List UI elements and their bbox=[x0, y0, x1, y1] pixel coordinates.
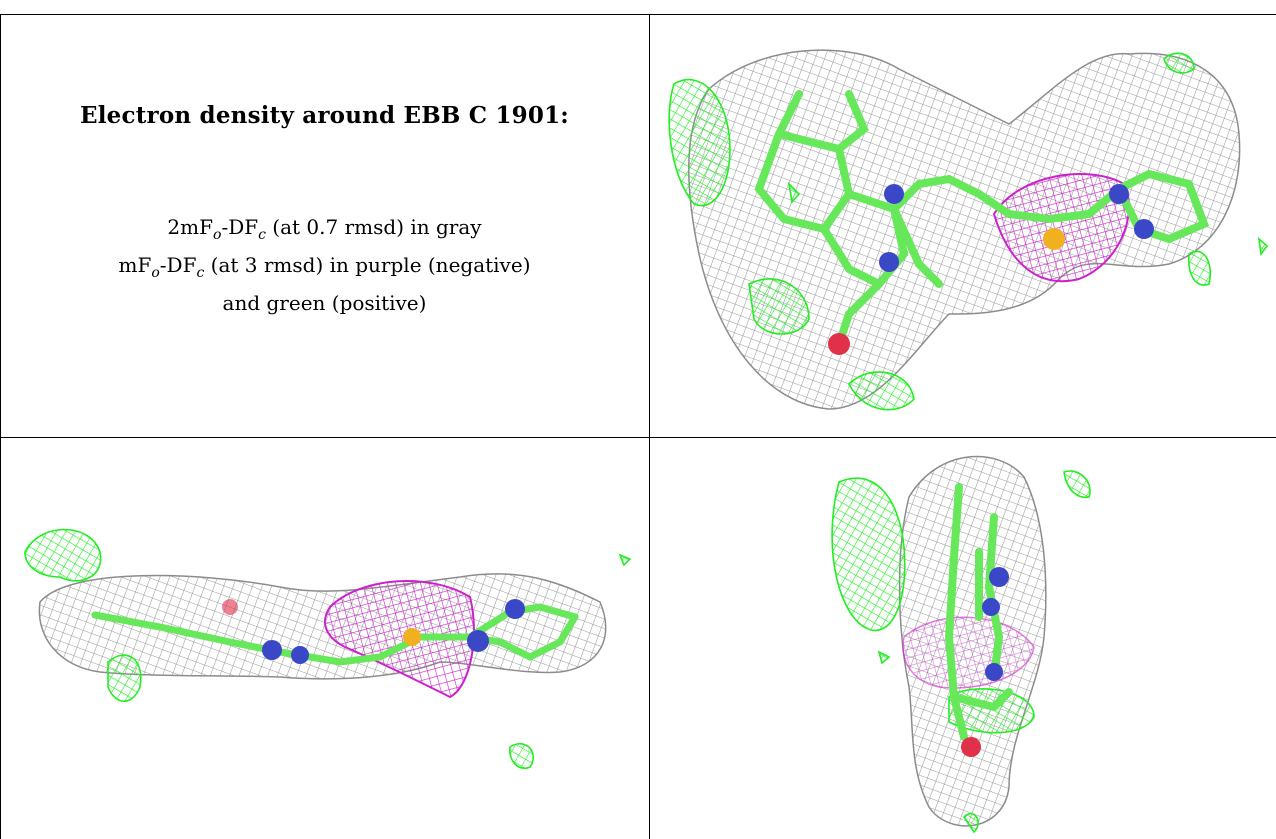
oxygen-atom bbox=[961, 737, 981, 757]
table-border-mid-vertical bbox=[649, 14, 650, 839]
green-density-mesh bbox=[24, 528, 632, 769]
nitrogen-atom bbox=[1109, 184, 1129, 204]
purple-density-mesh bbox=[992, 173, 1130, 283]
nitrogen-atom bbox=[505, 599, 525, 619]
caption-line-1-suffix: (at 0.7 rmsd) in gray bbox=[265, 215, 482, 239]
caption-line-1-prefix: 2mF bbox=[167, 215, 213, 239]
caption-line-2-sub-c: c bbox=[196, 265, 205, 281]
nitrogen-atom bbox=[879, 252, 899, 272]
purple-density-mesh bbox=[324, 580, 475, 699]
sulfur-atom bbox=[1043, 228, 1065, 250]
sulfur-atom bbox=[403, 628, 421, 646]
nitrogen-atom bbox=[884, 184, 904, 204]
caption-line-2-suffix: (at 3 rmsd) in purple (negative) bbox=[204, 253, 531, 277]
green-density-mesh bbox=[668, 52, 1269, 411]
density-panel-top-view bbox=[649, 14, 1276, 437]
density-render-end-view bbox=[831, 455, 1091, 834]
gray-density-mesh bbox=[688, 49, 1241, 410]
density-panel-side-view bbox=[0, 437, 649, 839]
table-border-mid-horizontal bbox=[0, 437, 1276, 438]
caption-title: Electron density around EBB C 1901: bbox=[80, 102, 569, 129]
caption-line-2-prefix: mF bbox=[118, 253, 152, 277]
caption-line-2-sub-o: o bbox=[151, 265, 160, 281]
nitrogen-atom bbox=[1134, 219, 1154, 239]
table-border-left bbox=[0, 14, 1, 839]
ligand-sticks bbox=[91, 603, 579, 666]
caption-line-2-mid: -DF bbox=[159, 253, 197, 277]
caption-line-1-sub-c: c bbox=[258, 227, 266, 243]
density-render-side-view bbox=[24, 528, 632, 769]
nitrogen-atom bbox=[291, 646, 309, 664]
table-border-top bbox=[0, 14, 1276, 15]
nitrogen-atom bbox=[262, 640, 282, 660]
caption-line-1-sub-o: o bbox=[213, 227, 222, 243]
green-density-mesh bbox=[831, 470, 1091, 834]
nitrogen-atom bbox=[989, 567, 1009, 587]
caption-cell: Electron density around EBB C 1901: 2mFo… bbox=[0, 14, 649, 437]
density-render-top-view bbox=[668, 49, 1269, 411]
caption-body: 2mFo-DFc (at 0.7 rmsd) in gray mFo-DFc (… bbox=[20, 212, 629, 318]
caption-line-2: mFo-DFc (at 3 rmsd) in purple (negative) bbox=[20, 250, 629, 288]
caption-line-1: 2mFo-DFc (at 0.7 rmsd) in gray bbox=[20, 212, 629, 250]
caption-line-3: and green (positive) bbox=[222, 291, 427, 315]
oxygen-atom bbox=[222, 599, 238, 615]
oxygen-atom bbox=[828, 333, 850, 355]
caption-line-1-mid: -DF bbox=[221, 215, 259, 239]
density-panel-end-view bbox=[649, 437, 1276, 839]
nitrogen-atom bbox=[467, 630, 489, 652]
nitrogen-atom bbox=[985, 663, 1003, 681]
nitrogen-atom bbox=[982, 598, 1000, 616]
